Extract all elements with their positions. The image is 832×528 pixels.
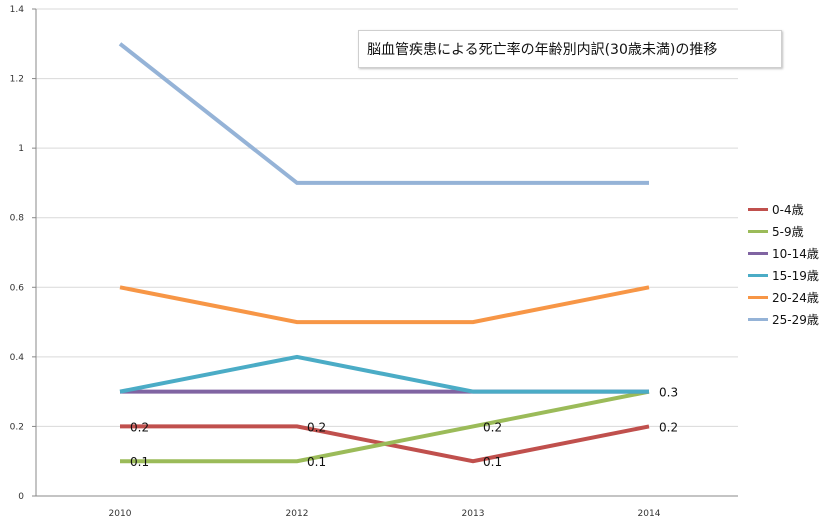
y-tick-label: 1.4 <box>10 5 25 15</box>
legend-label: 10-14歳 <box>772 246 819 261</box>
legend-item: 5-9歳 <box>748 220 819 242</box>
legend-swatch <box>748 207 768 211</box>
series-line-20-24歳 <box>119 285 650 325</box>
legend-swatch <box>748 317 768 321</box>
x-tick-label: 2013 <box>462 509 485 519</box>
series-line-5-9歳 <box>120 389 650 464</box>
legend-label: 15-19歳 <box>772 268 819 283</box>
legend-label: 20-24歳 <box>772 290 819 305</box>
y-tick-label: 0.8 <box>10 214 25 224</box>
x-tick-label: 2014 <box>638 509 661 519</box>
legend-swatch <box>748 251 768 255</box>
y-tick-label: 0.2 <box>10 422 24 432</box>
series-line-25-29歳 <box>118 42 649 185</box>
series-line-15-19歳 <box>119 354 649 394</box>
legend-label: 5-9歳 <box>772 224 804 239</box>
y-tick-label: 1 <box>18 144 24 154</box>
y-tick-label: 0 <box>18 492 24 502</box>
legend-label: 0-4歳 <box>772 202 804 217</box>
legend: 0-4歳 5-9歳 10-14歳 15-19歳 20-24歳 25-29歳 <box>748 198 819 330</box>
legend-item: 0-4歳 <box>748 198 819 220</box>
legend-item: 10-14歳 <box>748 242 819 264</box>
gridlines <box>36 8 738 427</box>
legend-item: 20-24歳 <box>748 286 819 308</box>
series-lines <box>118 42 650 464</box>
data-label: 0.2 <box>130 420 149 434</box>
x-axis-ticks: 2010 2012 2013 2014 <box>109 509 661 519</box>
y-tick-label: 0.6 <box>10 283 25 293</box>
legend-swatch <box>748 295 768 299</box>
x-tick-label: 2010 <box>109 509 132 519</box>
legend-label: 25-29歳 <box>772 312 819 327</box>
chart-title-box: 脳血管疾患による死亡率の年齢別内訳(30歳未満)の推移 <box>358 30 782 68</box>
data-label: 0.1 <box>307 455 326 469</box>
data-label: 0.1 <box>130 455 149 469</box>
legend-item: 25-29歳 <box>748 308 819 330</box>
legend-swatch <box>748 229 768 233</box>
data-label: 0.2 <box>307 420 326 434</box>
y-axis-ticks: 0 0.2 0.4 0.6 0.8 1 1.2 1.4 <box>10 5 25 502</box>
y-tick-label: 0.4 <box>10 353 25 363</box>
legend-item: 15-19歳 <box>748 264 819 286</box>
data-label: 0.1 <box>483 455 502 469</box>
data-label: 0.3 <box>659 386 678 400</box>
data-label: 0.2 <box>659 420 678 434</box>
chart-title: 脳血管疾患による死亡率の年齢別内訳(30歳未満)の推移 <box>367 42 718 58</box>
x-tick-label: 2012 <box>286 509 309 519</box>
data-labels: 0.2 0.2 0.1 0.2 0.1 0.1 0.2 0.3 <box>130 386 678 470</box>
axes <box>32 8 738 497</box>
data-label: 0.2 <box>483 420 502 434</box>
y-tick-label: 1.2 <box>10 75 24 85</box>
legend-swatch <box>748 273 768 277</box>
